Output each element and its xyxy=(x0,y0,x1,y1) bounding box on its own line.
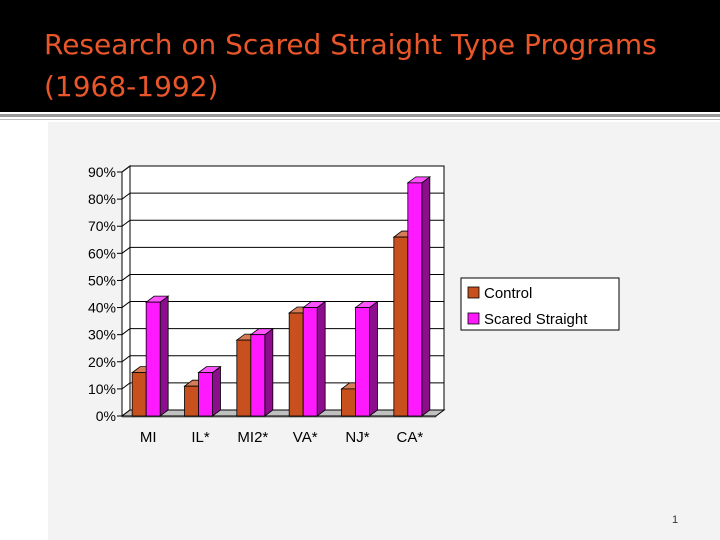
y-tick-label: 20% xyxy=(88,354,116,370)
title-bar xyxy=(0,0,720,112)
bar-side xyxy=(159,295,169,417)
bar-scared-straight-va xyxy=(301,300,327,417)
bar-front xyxy=(407,182,423,417)
y-tick-label: 40% xyxy=(88,300,116,316)
bar-side xyxy=(421,176,431,417)
y-tick-label: 10% xyxy=(88,381,116,397)
x-axis-labels: MI IL* MI2* VA* NJ* CA* xyxy=(140,429,423,446)
legend-label: Scared Straight xyxy=(484,311,588,328)
bars xyxy=(130,176,432,417)
x-tick-label: MI xyxy=(140,429,157,446)
y-tick-label: 60% xyxy=(88,245,116,261)
legend-box xyxy=(460,277,620,331)
y-tick-label: 0% xyxy=(96,408,116,424)
y-tick-label: 80% xyxy=(88,191,116,207)
bar-front xyxy=(184,385,199,417)
bar-front xyxy=(288,312,304,417)
bar-front xyxy=(302,307,318,417)
y-axis-labels: 0% 10% 20% 30% 40% 50% 60% 70% 80% 90% xyxy=(88,164,116,424)
y-tick-label: 30% xyxy=(88,327,116,343)
plot-back-wall xyxy=(129,165,445,411)
bar-scared-straight-il xyxy=(197,365,222,417)
bar-front xyxy=(145,301,161,417)
legend-swatch xyxy=(467,286,480,299)
y-tick-label: 90% xyxy=(88,164,116,180)
plot-floor-front xyxy=(121,415,437,418)
plot-side-wall xyxy=(121,165,131,417)
bar-front xyxy=(236,339,252,417)
plot-area-back xyxy=(121,165,445,417)
bar-side xyxy=(212,365,221,417)
x-tick-label: NJ* xyxy=(345,429,369,446)
gridline-side xyxy=(121,328,131,336)
slide-title: Research on Scared Straight Type Program… xyxy=(44,28,657,103)
bar-scared-straight-mi2 xyxy=(249,327,275,417)
gridline-side xyxy=(121,165,131,173)
slide-number: 1 xyxy=(671,514,679,526)
bar-scared-straight-ca xyxy=(406,176,432,417)
x-tick-label: MI2* xyxy=(237,429,268,446)
bar-front xyxy=(131,372,147,417)
legend-swatch xyxy=(467,312,480,325)
bar-scared-straight-nj xyxy=(354,300,379,417)
y-tick-label: 70% xyxy=(88,218,116,234)
title-divider xyxy=(0,114,720,117)
x-tick-label: VA* xyxy=(293,429,318,446)
x-tick-label: CA* xyxy=(396,429,423,446)
x-tick-label: IL* xyxy=(191,429,210,446)
chart-legend: Control Scared Straight xyxy=(460,277,620,331)
bar-side xyxy=(369,300,378,417)
gridline-side xyxy=(121,246,131,254)
bar-side xyxy=(264,327,274,417)
y-tick-label: 50% xyxy=(88,272,116,288)
bar-front xyxy=(393,236,409,417)
gridline-side xyxy=(121,192,131,200)
bar-front xyxy=(250,334,266,417)
gridline-side xyxy=(121,301,131,308)
title-divider-thin xyxy=(0,119,720,120)
bar-front xyxy=(355,307,370,417)
gridline-side xyxy=(121,274,131,281)
legend-label: Control xyxy=(484,285,532,302)
gridline-side xyxy=(121,382,131,390)
gridlines xyxy=(117,165,444,417)
gridline-side xyxy=(121,355,131,363)
bar-front xyxy=(198,372,213,417)
bar-scared-straight-mi xyxy=(144,295,170,417)
bar-side xyxy=(316,300,326,417)
gridline-side xyxy=(121,219,131,227)
bar-front xyxy=(341,388,356,417)
